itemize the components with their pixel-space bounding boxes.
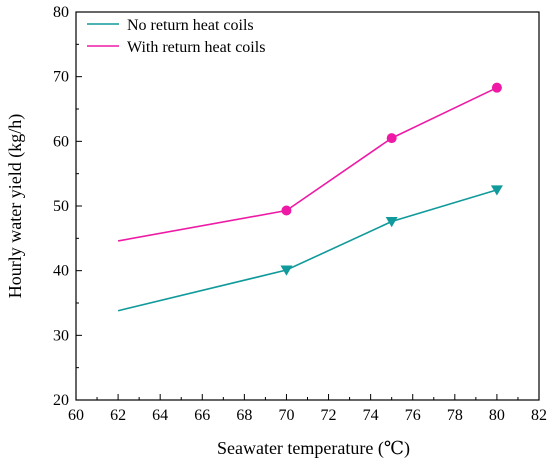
x-tick-label: 64 xyxy=(152,407,168,424)
plot-frame xyxy=(75,11,540,401)
y-tick-label: 20 xyxy=(53,392,69,409)
data-point xyxy=(491,82,502,93)
y-tick-label: 70 xyxy=(53,69,69,86)
x-tick-label: 72 xyxy=(321,407,337,424)
x-tick-label: 68 xyxy=(236,407,252,424)
series-2 xyxy=(117,82,502,242)
data-point xyxy=(280,265,293,276)
legend-label: No return heat coils xyxy=(127,17,254,34)
plot-area xyxy=(75,11,540,401)
series-line xyxy=(117,189,498,312)
y-axis-label: Hourly water yield (kg/h) xyxy=(5,114,26,298)
x-tick-label: 62 xyxy=(110,407,126,424)
x-tick-label: 66 xyxy=(194,407,210,424)
series-layer xyxy=(117,82,503,312)
data-point xyxy=(490,185,503,196)
x-tick-label: 82 xyxy=(531,407,547,424)
data-point xyxy=(386,133,397,144)
legend-label: With return heat coils xyxy=(127,39,265,56)
y-tick-label: 30 xyxy=(53,327,69,344)
series-line xyxy=(117,86,498,242)
x-tick-label: 74 xyxy=(363,407,379,424)
y-tick-label: 80 xyxy=(53,4,69,21)
x-tick-label: 70 xyxy=(278,407,294,424)
x-tick-label: 60 xyxy=(68,407,84,424)
data-point xyxy=(385,217,398,228)
y-tick-label: 60 xyxy=(53,133,69,150)
y-tick-label: 50 xyxy=(53,198,69,215)
x-tick-label: 76 xyxy=(405,407,421,424)
series-1 xyxy=(117,185,503,312)
y-tick-label: 40 xyxy=(53,263,69,280)
data-point xyxy=(281,205,292,216)
x-tick-label: 80 xyxy=(489,407,505,424)
x-tick-label: 78 xyxy=(447,407,463,424)
legend-background xyxy=(87,13,317,65)
axes: 60 62 64 66 68 70 72 74 76 78 80 82 20 30 40 50 60 70 80 xyxy=(53,4,547,424)
x-axis-label: Seawater temperature (℃) xyxy=(217,438,410,459)
legend: No return heat coils With return heat coi… xyxy=(87,13,317,65)
